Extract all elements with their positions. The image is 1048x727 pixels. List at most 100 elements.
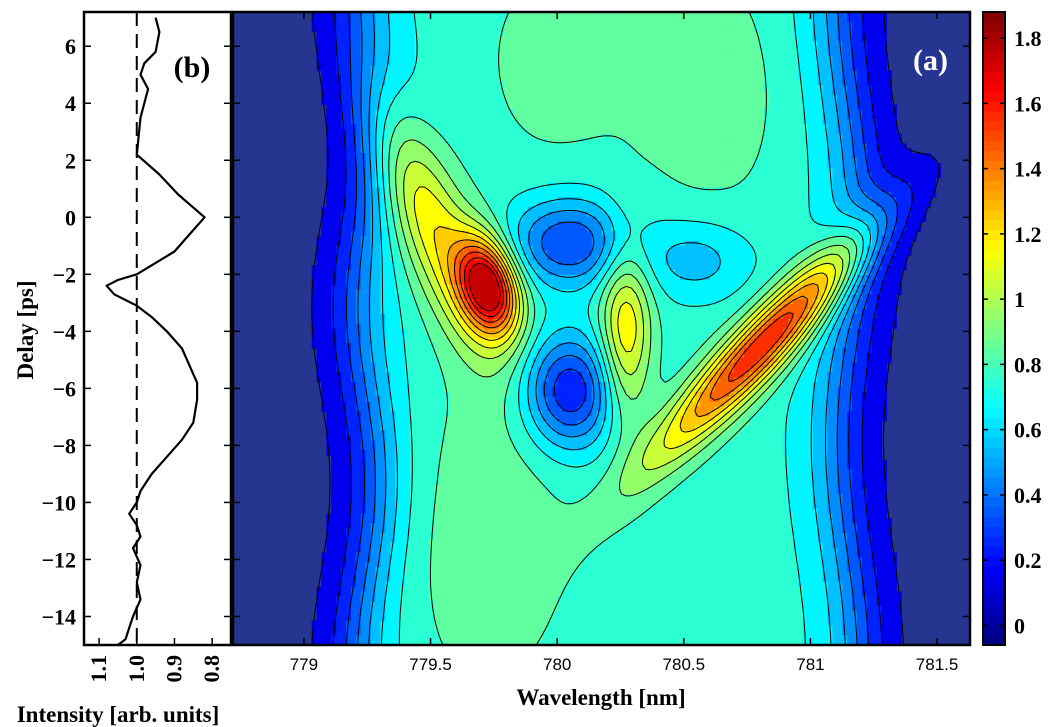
contour-cell <box>631 182 637 187</box>
contour-cell <box>405 173 411 178</box>
contour-cell <box>557 143 563 148</box>
contour-cell <box>543 192 549 197</box>
contour-cell <box>390 119 396 124</box>
contour-cell <box>690 27 696 32</box>
contour-cell <box>439 105 445 110</box>
contour-cell <box>739 95 745 100</box>
contour-cell <box>493 168 499 173</box>
contour-cell <box>474 75 480 80</box>
contour-cell <box>641 109 647 114</box>
contour-cell <box>420 31 426 36</box>
contour-cell <box>375 36 381 41</box>
contour-cell <box>641 46 647 51</box>
contour-cell <box>715 41 721 46</box>
contour-cell <box>498 148 504 153</box>
contour-cell <box>331 129 337 134</box>
contour-cell <box>405 85 411 90</box>
contour-cell <box>916 173 922 178</box>
contour-cell <box>547 192 553 197</box>
contour-cell <box>459 51 465 56</box>
contour-cell <box>783 109 789 114</box>
contour-cell <box>597 105 603 110</box>
contour-cell <box>749 187 755 192</box>
contour-cell <box>837 168 843 173</box>
contour-cell <box>641 95 647 100</box>
contour-cell <box>508 178 514 183</box>
contour-cell <box>847 75 853 80</box>
contour-cell <box>351 163 357 168</box>
contour-cell <box>606 31 612 36</box>
contour-cell <box>798 192 804 197</box>
contour-cell <box>405 119 411 124</box>
contour-cell <box>454 109 460 114</box>
contour-cell <box>882 61 888 66</box>
contour-cell <box>813 143 819 148</box>
contour-cell <box>513 212 519 217</box>
contour-cell <box>552 90 558 95</box>
contour-cell <box>778 207 784 212</box>
contour-cell <box>528 36 534 41</box>
contour-cell <box>886 143 892 148</box>
contour-cell <box>449 109 455 114</box>
contour-cell <box>582 143 588 148</box>
contour-cell <box>454 139 460 144</box>
contour-cell <box>351 109 357 114</box>
contour-cell <box>375 27 381 32</box>
contour-cell <box>538 148 544 153</box>
contour-cell <box>597 129 603 134</box>
contour-cell <box>528 153 534 158</box>
contour-cell <box>621 197 627 202</box>
contour-cell <box>828 158 834 163</box>
contour-cell <box>823 41 829 46</box>
contour-cell <box>773 95 779 100</box>
contour-cell <box>832 66 838 71</box>
contour-cell <box>474 31 480 36</box>
contour-cell <box>660 85 666 90</box>
contour-cell <box>675 70 681 75</box>
contour-cell <box>498 114 504 119</box>
contour-cell <box>572 129 578 134</box>
contour-cell <box>474 80 480 85</box>
contour-cell <box>410 51 416 56</box>
contour-cell <box>685 31 691 36</box>
contour-cell <box>793 119 799 124</box>
contour-cell <box>778 31 784 36</box>
contour-cell <box>936 168 942 173</box>
contour-cell <box>656 22 662 27</box>
contour-cell <box>508 124 514 129</box>
contour-cell <box>606 129 612 134</box>
contour-cell <box>798 27 804 32</box>
contour-cell <box>744 22 750 27</box>
contour-cell <box>636 197 642 202</box>
contour-cell <box>916 192 922 197</box>
contour-cell <box>366 51 372 56</box>
contour-cell <box>665 105 671 110</box>
contour-cell <box>783 56 789 61</box>
contour-cell <box>754 129 760 134</box>
contour-cell <box>646 119 652 124</box>
contour-cell <box>621 109 627 114</box>
contour-cell <box>454 124 460 129</box>
contour-cell <box>503 139 509 144</box>
contour-cell <box>857 163 863 168</box>
contour-cell <box>488 182 494 187</box>
contour-cell <box>803 36 809 41</box>
contour-cell <box>695 109 701 114</box>
contour-cell <box>882 202 888 207</box>
contour-cell <box>562 178 568 183</box>
contour-cell <box>572 27 578 32</box>
contour-cell <box>877 95 883 100</box>
contour-cell <box>410 163 416 168</box>
contour-cell <box>749 202 755 207</box>
contour-cell <box>454 36 460 41</box>
contour-cell <box>808 114 814 119</box>
contour-cell <box>611 75 617 80</box>
contour-cell <box>636 51 642 56</box>
contour-cell <box>651 105 657 110</box>
contour-cell <box>439 95 445 100</box>
contour-cell <box>818 182 824 187</box>
contour-cell <box>788 90 794 95</box>
contour-cell <box>872 36 878 41</box>
contour-cell <box>690 192 696 197</box>
contour-cell <box>493 66 499 71</box>
